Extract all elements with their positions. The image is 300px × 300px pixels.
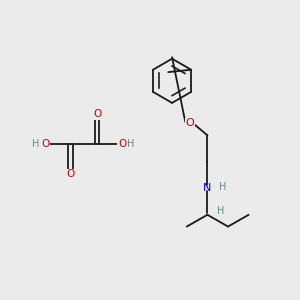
Text: H: H	[127, 139, 134, 149]
Text: O: O	[66, 169, 75, 179]
Text: O: O	[185, 118, 194, 128]
Text: O: O	[118, 139, 126, 149]
Text: H: H	[32, 139, 39, 149]
Text: H: H	[217, 206, 224, 216]
Text: H: H	[219, 182, 226, 192]
Text: O: O	[41, 139, 50, 149]
Text: N: N	[203, 183, 212, 193]
Text: O: O	[93, 109, 101, 119]
